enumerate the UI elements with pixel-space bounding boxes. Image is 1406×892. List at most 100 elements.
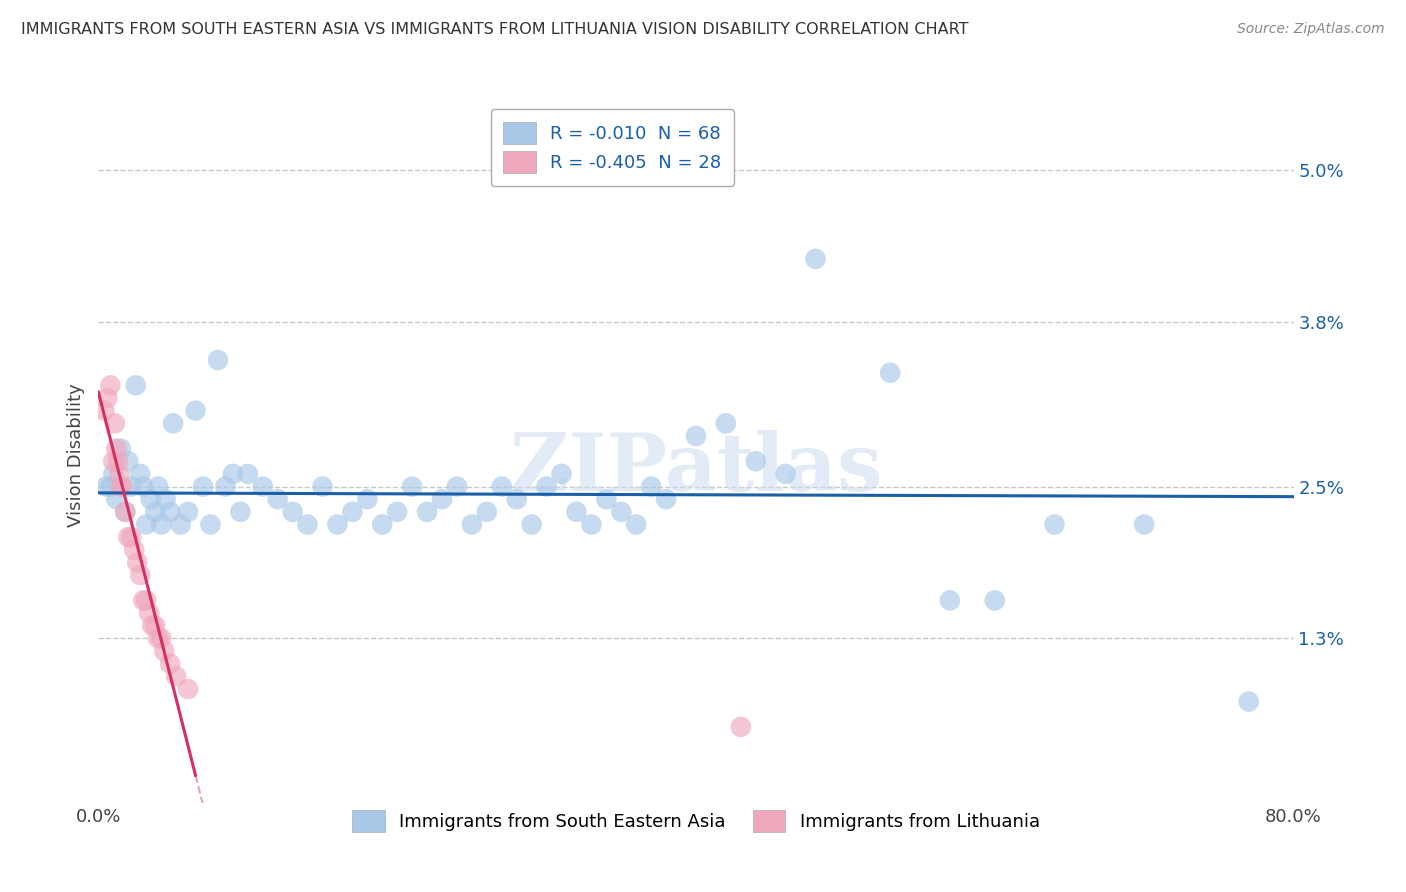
Point [96, 391, 118, 405]
Point [640, 479, 662, 493]
Text: IMMIGRANTS FROM SOUTH EASTERN ASIA VS IMMIGRANTS FROM LITHUANIA VISION DISABILIT: IMMIGRANTS FROM SOUTH EASTERN ASIA VS IM… [21, 22, 969, 37]
Point [150, 632, 173, 646]
Point [879, 366, 901, 380]
Point [685, 429, 707, 443]
Point [565, 505, 588, 519]
Point [236, 467, 259, 481]
Point [342, 505, 364, 519]
Point [281, 505, 304, 519]
Point [98, 479, 122, 493]
Point [105, 492, 128, 507]
Point [775, 467, 797, 481]
Point [191, 479, 214, 493]
Point [595, 492, 617, 507]
Point [105, 442, 128, 456]
Point [200, 517, 222, 532]
Point [461, 517, 484, 532]
Point [214, 479, 236, 493]
Point [108, 467, 131, 481]
Point [120, 479, 142, 493]
Point [132, 593, 155, 607]
Point [184, 403, 207, 417]
Point [446, 479, 468, 493]
Point [103, 467, 125, 481]
Point [177, 505, 200, 519]
Point [939, 593, 962, 607]
Legend: Immigrants from South Eastern Asia, Immigrants from Lithuania: Immigrants from South Eastern Asia, Immi… [342, 798, 1050, 842]
Point [356, 492, 378, 507]
Point [139, 492, 162, 507]
Point [550, 467, 572, 481]
Point [114, 505, 136, 519]
Point [143, 618, 166, 632]
Point [93, 403, 115, 417]
Point [714, 417, 737, 431]
Point [148, 632, 170, 646]
Point [311, 479, 333, 493]
Point [117, 454, 139, 468]
Point [135, 593, 157, 607]
Point [655, 492, 678, 507]
Point [103, 454, 125, 468]
Point [165, 669, 187, 683]
Point [107, 454, 129, 468]
Point [229, 505, 252, 519]
Point [132, 479, 155, 493]
Point [162, 417, 184, 431]
Point [385, 505, 409, 519]
Point [984, 593, 1007, 607]
Point [536, 479, 558, 493]
Point [610, 505, 633, 519]
Point [135, 517, 157, 532]
Point [150, 517, 173, 532]
Point [155, 492, 177, 507]
Point [401, 479, 423, 493]
Point [804, 252, 827, 266]
Point [169, 517, 191, 532]
Point [371, 517, 394, 532]
Point [110, 442, 132, 456]
Point [148, 479, 170, 493]
Point [475, 505, 498, 519]
Point [114, 505, 136, 519]
Point [117, 530, 139, 544]
Point [1043, 517, 1066, 532]
Point [129, 568, 152, 582]
Point [125, 378, 148, 392]
Point [520, 517, 543, 532]
Point [267, 492, 290, 507]
Point [98, 378, 122, 392]
Point [159, 657, 181, 671]
Point [1237, 695, 1260, 709]
Point [153, 644, 176, 658]
Text: Source: ZipAtlas.com: Source: ZipAtlas.com [1237, 22, 1385, 37]
Point [143, 505, 166, 519]
Point [1133, 517, 1156, 532]
Point [111, 479, 134, 493]
Point [177, 681, 200, 696]
Y-axis label: Vision Disability: Vision Disability [66, 383, 84, 527]
Point [506, 492, 529, 507]
Point [94, 479, 117, 493]
Text: ZIPatlas: ZIPatlas [510, 430, 882, 508]
Point [416, 505, 439, 519]
Point [104, 417, 127, 431]
Point [626, 517, 648, 532]
Point [581, 517, 603, 532]
Point [745, 454, 768, 468]
Point [297, 517, 319, 532]
Point [138, 606, 160, 620]
Point [141, 618, 163, 632]
Point [326, 517, 349, 532]
Point [252, 479, 274, 493]
Point [129, 467, 152, 481]
Point [124, 542, 146, 557]
Point [222, 467, 245, 481]
Point [491, 479, 513, 493]
Point [127, 556, 149, 570]
Point [430, 492, 453, 507]
Point [159, 505, 181, 519]
Point [207, 353, 229, 368]
Point [110, 479, 132, 493]
Point [120, 530, 142, 544]
